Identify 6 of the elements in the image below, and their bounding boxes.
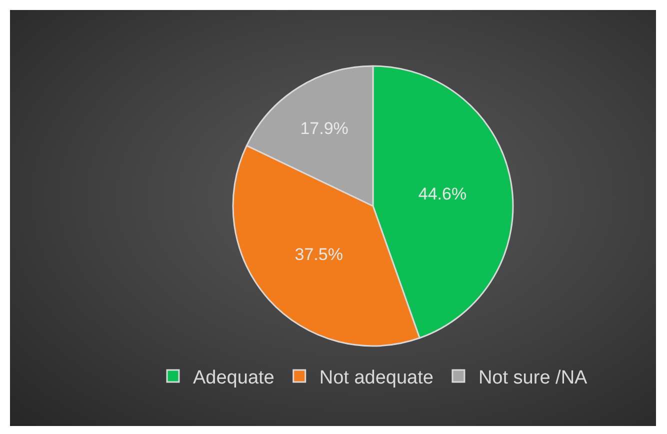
data-label: 37.5% [294,245,343,264]
legend-label: Not adequate [319,367,434,388]
legend-label: Adequate [193,367,274,388]
data-label: 44.6% [418,184,467,204]
data-label: 17.9% [300,119,348,138]
legend-label: Not sure /NA [478,367,588,388]
